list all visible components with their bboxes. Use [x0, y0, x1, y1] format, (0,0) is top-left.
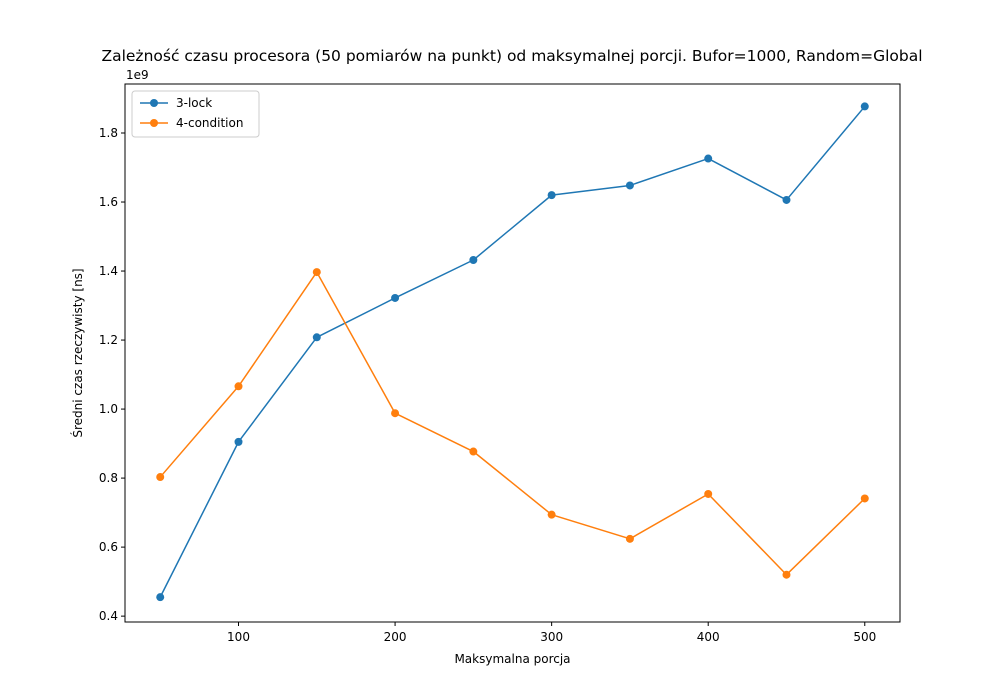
data-point-0-2 — [312, 333, 321, 342]
legend-marker-1 — [150, 119, 158, 127]
y-tick-label-2: 0.8 — [99, 471, 118, 485]
y-tick-label-0: 0.4 — [99, 609, 118, 623]
x-tick-label-1: 200 — [384, 630, 407, 644]
data-point-0-9 — [860, 102, 869, 111]
plot-area: 100 200 300 400 500 0.4 0.6 0.8 1.0 1.2 1.4 1.6 1.8 — [99, 83, 901, 644]
data-point-0-7 — [704, 154, 713, 163]
legend-label-0: 3-lock — [176, 96, 212, 110]
data-point-0-4 — [469, 255, 478, 264]
data-point-1-4 — [469, 447, 478, 456]
legend-label-1: 4-condition — [176, 116, 243, 130]
y-tick-label-5: 1.4 — [99, 264, 118, 278]
data-point-0-6 — [625, 181, 634, 190]
x-tick-label-0: 100 — [227, 630, 250, 644]
series-line-1 — [159, 271, 866, 576]
data-point-1-1 — [234, 382, 243, 391]
x-tick-label-3: 400 — [697, 630, 720, 644]
data-point-1-9 — [860, 494, 869, 503]
data-point-1-0 — [156, 473, 165, 482]
y-tick-label-4: 1.2 — [99, 333, 118, 347]
data-point-0-0 — [156, 593, 165, 602]
data-point-0-8 — [782, 195, 791, 204]
data-point-0-5 — [547, 191, 556, 200]
data-point-1-8 — [782, 570, 791, 579]
y-tick-label-6: 1.6 — [99, 195, 118, 209]
data-point-0-3 — [391, 293, 400, 302]
data-point-1-3 — [391, 409, 400, 418]
data-point-1-7 — [704, 489, 713, 498]
data-point-1-2 — [312, 268, 321, 277]
plot-frame — [124, 83, 901, 623]
y-tick-label-3: 1.0 — [99, 402, 118, 416]
legend-marker-0 — [150, 99, 158, 107]
y-offset-label: 1e9 — [126, 68, 149, 82]
data-point-1-5 — [547, 510, 556, 519]
y-axis-label: Średni czas rzeczywisty [ns] — [70, 268, 85, 437]
legend: 3-lock 4-condition — [131, 90, 260, 138]
data-point-1-6 — [625, 534, 634, 543]
data-point-0-1 — [234, 437, 243, 446]
x-tick-label-2: 300 — [540, 630, 563, 644]
chart-title: Zależność czasu procesora (50 pomiarów n… — [101, 47, 922, 65]
y-tick-label-7: 1.8 — [99, 126, 118, 140]
x-axis-label: Maksymalna porcja — [454, 652, 570, 666]
series-line-0 — [159, 105, 866, 598]
x-tick-label-4: 500 — [853, 630, 876, 644]
y-tick-label-1: 0.6 — [99, 540, 118, 554]
